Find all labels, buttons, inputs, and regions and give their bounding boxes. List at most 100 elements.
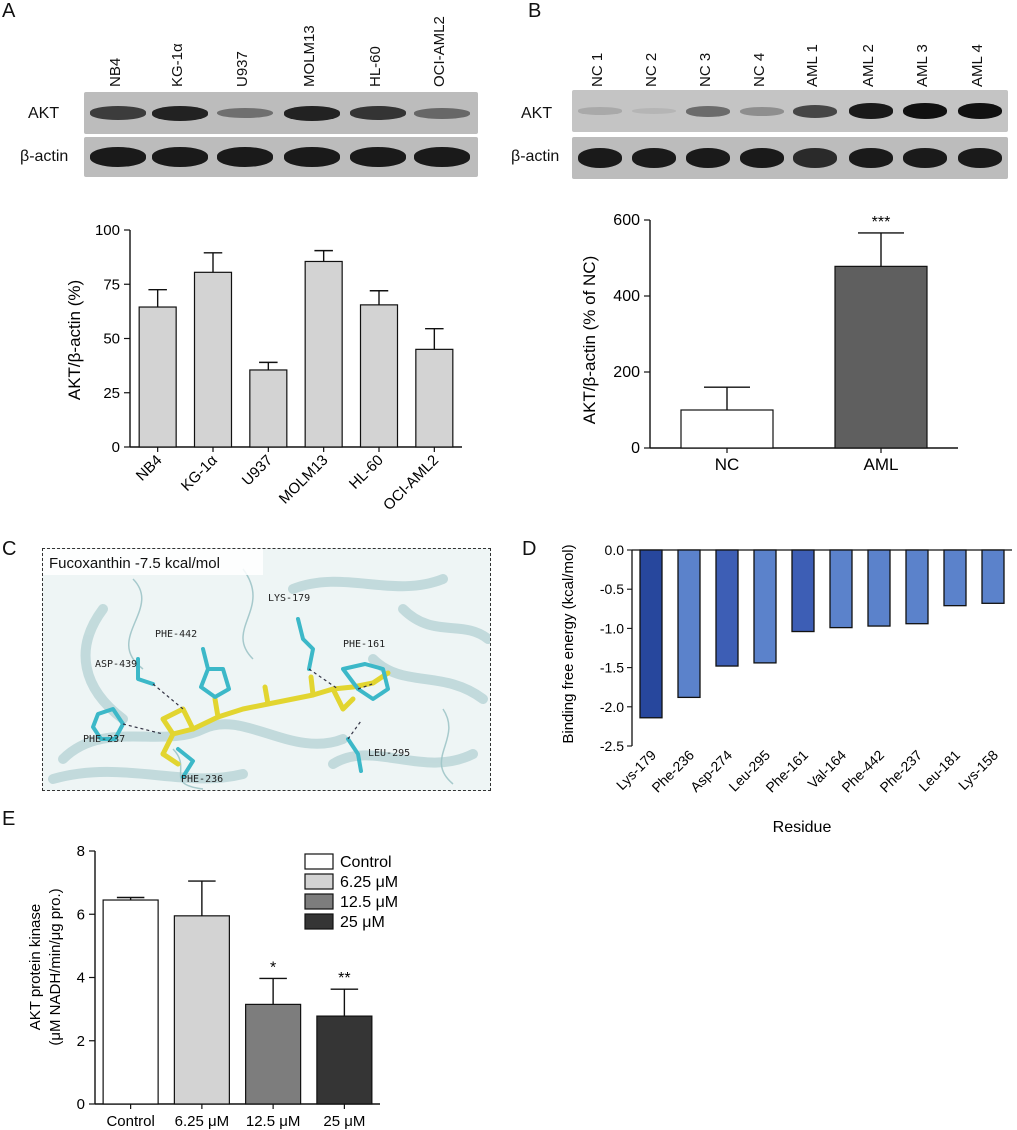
akt-band: [414, 107, 470, 119]
y-tick-label: 8: [77, 843, 85, 860]
bar: [753, 549, 777, 664]
x-tick-label: Phe-236: [648, 747, 697, 796]
x-tick-label: Phe-237: [876, 747, 925, 796]
panel-letter-c: C: [2, 538, 17, 560]
chart-a-ylabel: AKT/β-actin (%): [65, 280, 84, 400]
x-tick-label: Phe-161: [762, 747, 811, 796]
significance-label: *: [270, 959, 276, 976]
lane-label: AML 3: [914, 44, 931, 87]
x-tick-label: HL-60: [346, 452, 387, 493]
bar: [981, 549, 1005, 604]
bar: [359, 304, 399, 448]
blot-b-row-actin: β-actin: [511, 148, 560, 165]
chart-d: Binding free energy (kcal/mol) Residue 0…: [560, 542, 1012, 836]
akt-band: [284, 105, 340, 121]
y-tick-label: 400: [613, 288, 640, 305]
y-tick-label: -0.5: [600, 581, 624, 597]
actin-band: [217, 147, 273, 167]
lane-label: U937: [234, 51, 251, 87]
y-tick-label: 200: [613, 364, 640, 381]
actin-band: [90, 147, 146, 167]
bar: [867, 549, 891, 627]
actin-band: [957, 148, 1003, 168]
panel-letter-b: B: [528, 0, 542, 22]
y-tick-label: 25: [103, 385, 120, 402]
actin-band: [739, 148, 785, 168]
significance-label: **: [338, 970, 350, 987]
x-tick-label: OCI-AML2: [380, 452, 442, 514]
x-tick-label: Leu-181: [915, 747, 963, 795]
legend-label: Control: [340, 854, 392, 871]
x-tick-label: KG-1α: [178, 452, 221, 495]
bar: [715, 549, 739, 667]
bar: [677, 549, 701, 699]
akt-band: [902, 103, 948, 119]
y-tick-label: 75: [103, 276, 120, 293]
legend-swatch: [304, 853, 334, 870]
lane-label: AML 4: [969, 44, 986, 87]
x-tick-label: MOLM13: [276, 452, 332, 508]
actin-band: [792, 148, 838, 168]
actin-band: [284, 147, 340, 167]
akt-band: [577, 107, 623, 115]
bar: [680, 409, 774, 449]
x-tick-label: Asp-274: [687, 747, 735, 795]
legend-swatch: [304, 913, 334, 930]
chart-e: AKT protein kinase (μM NADH/min/μg pro.)…: [27, 843, 398, 1130]
chart-e-ylabel2: (μM NADH/min/μg pro.): [47, 888, 64, 1045]
y-tick-label: -2.0: [600, 699, 624, 715]
legend-swatch: [304, 893, 334, 910]
residue-label-asp439: ASP-439: [95, 659, 137, 670]
y-tick-label: 4: [77, 970, 85, 987]
actin-band: [631, 148, 677, 168]
hbond-lines: [122, 668, 376, 740]
x-tick-label: NC: [715, 455, 740, 474]
blot-a-actin-strip: [84, 137, 478, 177]
legend-label: 25 μM: [340, 914, 385, 931]
residue-label-leu295: LEU-295: [368, 748, 410, 759]
y-tick-label: 0: [631, 440, 640, 457]
akt-band: [152, 105, 208, 121]
lane-label: OCI-AML2: [431, 16, 448, 87]
chart-b-ylabel: AKT/β-actin (% of NC): [580, 256, 599, 424]
lane-label: NC 2: [643, 52, 660, 87]
panel-letter-d: D: [522, 538, 537, 560]
docking-illustration: LYS-179 PHE-442 PHE-161 ASP-439 PHE-237 …: [43, 549, 490, 790]
lane-label: NC 3: [697, 52, 714, 87]
akt-band: [217, 107, 273, 119]
residue-label-lys179: LYS-179: [268, 593, 310, 604]
bar: [905, 549, 929, 625]
y-tick-label: 50: [103, 331, 120, 348]
blot-a-row-akt: AKT: [28, 105, 60, 122]
docking-image: LYS-179 PHE-442 PHE-161 ASP-439 PHE-237 …: [42, 548, 491, 791]
residue-label-phe237: PHE-237: [83, 734, 125, 745]
bar: [316, 1015, 373, 1105]
bar: [791, 549, 815, 633]
panel-letter-e: E: [2, 808, 16, 830]
chart-a: AKT/β-actin (%) 0 25 50 75 100 NB4 KG-1α U937 MO…: [65, 222, 462, 514]
bar: [138, 306, 177, 448]
akt-band: [350, 106, 406, 120]
y-tick-label: 2: [77, 1033, 85, 1050]
x-tick-label: 25 μM: [323, 1113, 365, 1130]
lane-label: HL-60: [367, 46, 384, 87]
y-tick-label: 100: [95, 222, 120, 239]
y-tick-label: 6: [77, 906, 85, 923]
residue-label-phe442: PHE-442: [155, 629, 197, 640]
y-tick-label: 600: [613, 212, 640, 229]
bar: [834, 265, 928, 449]
actin-band: [685, 148, 731, 168]
x-tick-label: 6.25 μM: [175, 1113, 230, 1130]
bar: [245, 1003, 302, 1105]
residue-label-phe236: PHE-236: [181, 774, 223, 785]
lane-label: NC 1: [589, 52, 606, 87]
docking-title: Fucoxanthin -7.5 kcal/mol: [49, 555, 220, 572]
akt-band: [957, 103, 1003, 119]
bar: [173, 915, 230, 1105]
bar: [943, 549, 967, 607]
lane-label: KG-1α: [169, 43, 186, 87]
actin-band: [577, 148, 623, 168]
x-tick-label: Lys-158: [955, 747, 1001, 793]
blot-b-row-akt: AKT: [521, 105, 553, 122]
y-tick-label: -2.5: [600, 738, 624, 754]
